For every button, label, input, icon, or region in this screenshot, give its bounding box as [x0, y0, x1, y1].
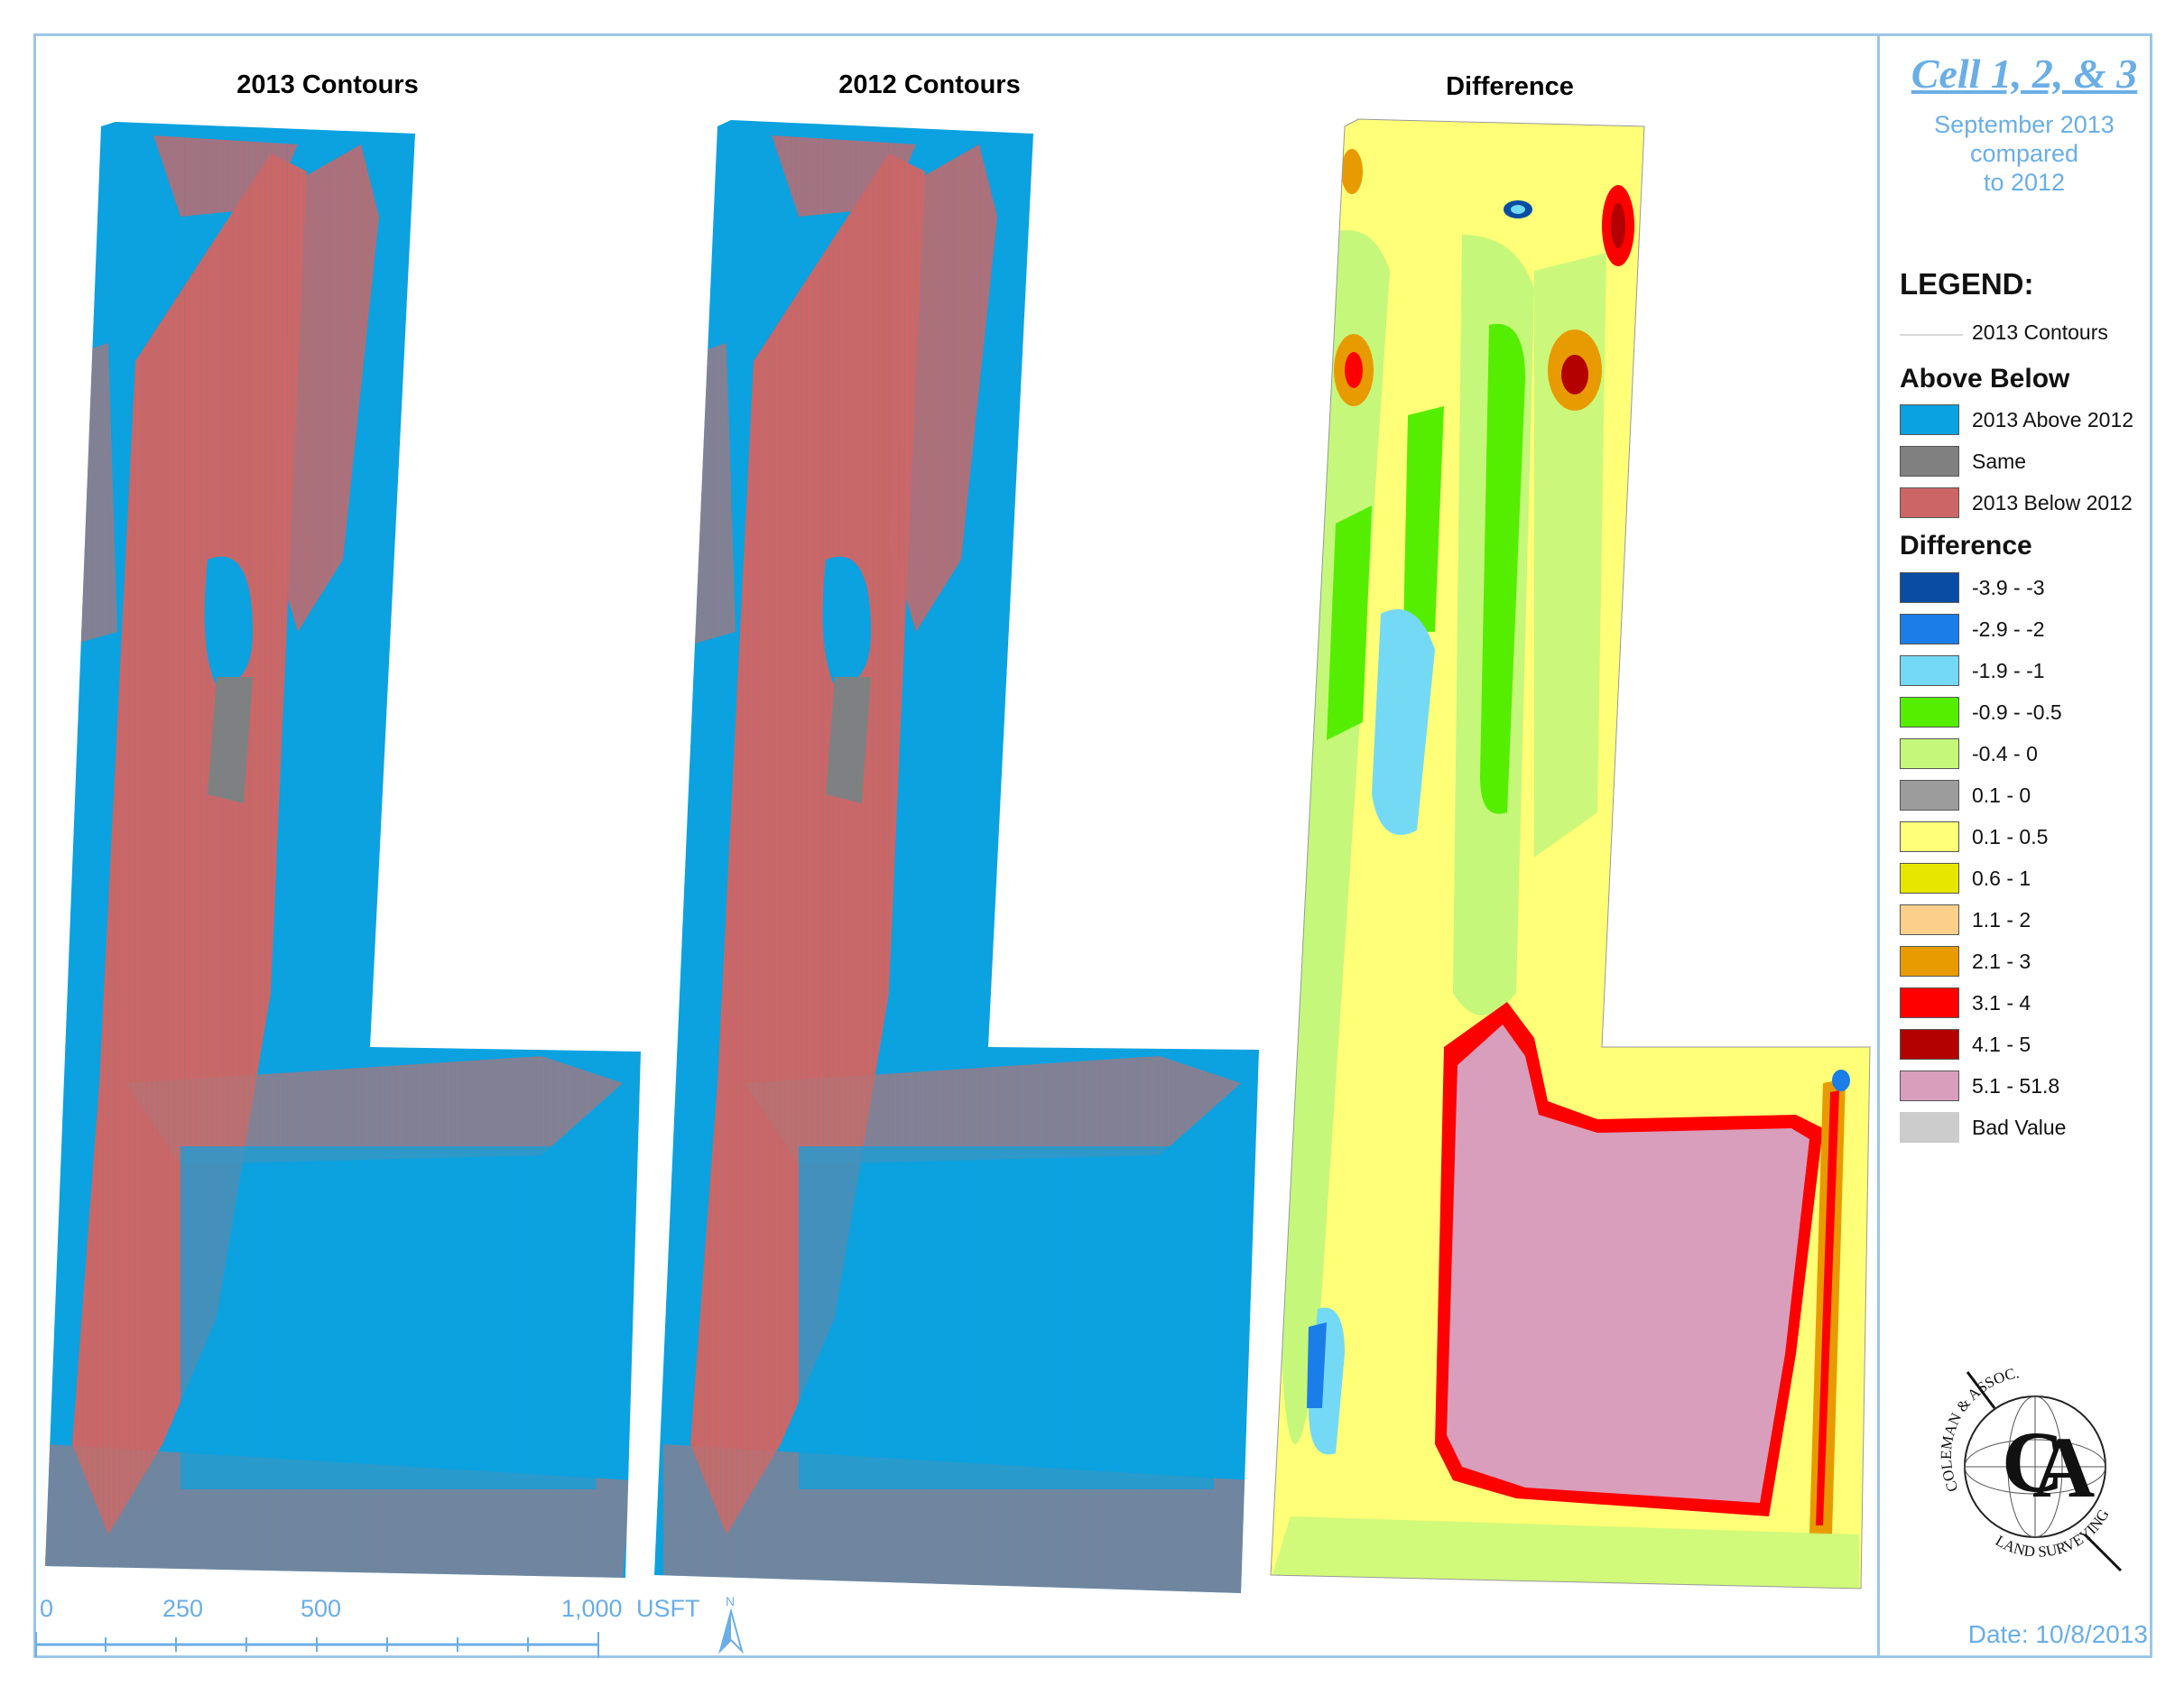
legend-label: 2013 Above 2012 — [1972, 408, 2134, 431]
legend-item: 2013 Below 2012 — [1900, 487, 2152, 520]
panel-title: Cell 1, 2, & 3 — [1911, 51, 2138, 97]
legend-item: -0.4 - 0 — [1900, 738, 2152, 771]
panel-subtitle: September 2013 compared to 2012 — [1893, 110, 2155, 197]
legend-label: -3.9 - -3 — [1972, 576, 2045, 599]
legend-item: 2.1 - 3 — [1900, 946, 2152, 978]
contour-legend-label: 2013 Contours — [1972, 320, 2108, 344]
legend-swatch — [1900, 863, 1959, 894]
legend-item: 0.6 - 1 — [1900, 863, 2152, 895]
contour-line-symbol — [1900, 334, 1963, 336]
legend-label: -0.9 - -0.5 — [1972, 700, 2062, 724]
legend-item: 3.1 - 4 — [1900, 987, 2152, 1020]
legend-item: -3.9 - -3 — [1900, 572, 2152, 605]
legend-item: 0.1 - 0.5 — [1900, 821, 2152, 854]
scale-label-250: 250 — [162, 1595, 204, 1622]
date-label: Date: 10/8/2013 — [1967, 1620, 2148, 1648]
map-frame — [33, 33, 2152, 1658]
legend-item: 1.1 - 2 — [1900, 904, 2152, 937]
legend-item: Bad Value — [1900, 1112, 2152, 1145]
company-logo: C A COLEMAN & ASSOC. LAND SURVEYING — [1931, 1354, 2139, 1580]
scale-label-500: 500 — [301, 1595, 342, 1622]
scale-label-0: 0 — [40, 1595, 54, 1622]
scale-label-1000: 1,000 — [561, 1595, 623, 1622]
legend-label: -1.9 - -1 — [1972, 659, 2045, 682]
legend-item: -2.9 - -2 — [1900, 614, 2152, 646]
scale-bar — [35, 1632, 599, 1657]
legend-item: -1.9 - -1 — [1900, 655, 2152, 688]
legend-swatch — [1900, 946, 1959, 977]
subtitle-line-2: compared — [1969, 140, 2079, 167]
legend-swatch — [1900, 614, 1959, 644]
map-title-difference: Difference — [1446, 72, 1574, 101]
legend-swatch — [1900, 780, 1959, 811]
legend-item: 0.1 - 0 — [1900, 780, 2152, 812]
legend-label: Same — [1972, 450, 2027, 473]
legend-swatch — [1900, 1029, 1959, 1060]
scale-unit: USFT — [636, 1595, 700, 1622]
legend-swatch — [1900, 446, 1959, 477]
legend-item: -0.9 - -0.5 — [1900, 697, 2152, 729]
panel-divider — [1877, 33, 1880, 1658]
legend-swatch — [1900, 572, 1959, 603]
legend-label: 4.1 - 5 — [1972, 1033, 2031, 1056]
north-arrow-icon: N — [713, 1593, 749, 1656]
legend-swatch — [1900, 821, 1959, 852]
map-title-2012: 2012 Contours — [838, 70, 1021, 99]
subtitle-line-3: to 2012 — [1983, 169, 2066, 196]
legend-label: Bad Value — [1972, 1116, 2067, 1139]
north-label: N — [726, 1594, 735, 1608]
legend-label: 2013 Below 2012 — [1972, 491, 2133, 514]
legend-label: 5.1 - 51.8 — [1972, 1074, 2060, 1098]
legend-item: 2013 Above 2012 — [1900, 404, 2152, 437]
legend-swatch — [1900, 404, 1959, 435]
legend-item: 4.1 - 5 — [1900, 1029, 2152, 1061]
svg-text:A: A — [2032, 1419, 2095, 1516]
legend-label: -2.9 - -2 — [1972, 617, 2045, 641]
legend-swatch — [1900, 1071, 1959, 1101]
legend-label: 2.1 - 3 — [1972, 950, 2031, 973]
map-title-2013: 2013 Contours — [236, 70, 419, 99]
legend-swatch — [1900, 697, 1959, 728]
subtitle-line-1: September 2013 — [1934, 111, 2115, 138]
legend-label: 0.6 - 1 — [1972, 867, 2031, 890]
legend-label: 0.1 - 0 — [1972, 783, 2031, 807]
legend-item: 5.1 - 51.8 — [1900, 1071, 2152, 1103]
legend-heading: LEGEND: — [1900, 267, 2034, 301]
legend-swatch — [1900, 987, 1959, 1018]
legend-item: Same — [1900, 446, 2152, 478]
legend-label: 1.1 - 2 — [1972, 908, 2031, 932]
svg-text:C: C — [2002, 1414, 2064, 1510]
difference-heading: Difference — [1900, 531, 2032, 561]
legend-label: 3.1 - 4 — [1972, 991, 2031, 1015]
legend-label: -0.4 - 0 — [1972, 742, 2038, 765]
legend-swatch — [1900, 738, 1959, 769]
map-difference — [1270, 118, 1871, 1590]
legend-swatch — [1900, 1112, 1959, 1143]
legend-label: 0.1 - 0.5 — [1972, 825, 2049, 848]
legend-swatch — [1900, 655, 1959, 686]
legend-swatch — [1900, 487, 1959, 518]
legend-swatch — [1900, 904, 1959, 935]
above-below-heading: Above Below — [1900, 364, 2070, 394]
